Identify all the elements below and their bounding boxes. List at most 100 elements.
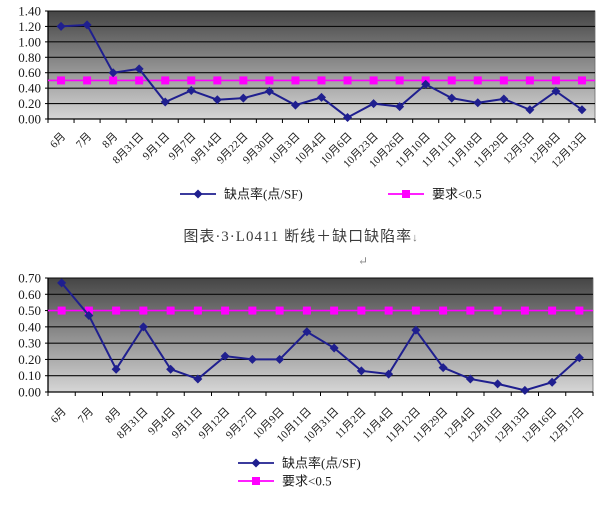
requirement-marker-square — [395, 76, 404, 85]
requirement-marker-square — [525, 76, 534, 85]
data-point-diamond — [82, 20, 92, 30]
legend-square-icon — [252, 477, 260, 485]
data-point-diamond — [186, 85, 196, 95]
data-point-diamond — [421, 79, 431, 89]
y-tick-label: 0.60 — [18, 287, 41, 302]
data-point-diamond — [193, 374, 203, 384]
data-point-diamond — [525, 105, 535, 115]
requirement-marker-square — [187, 76, 196, 85]
data-point-diamond — [56, 21, 66, 31]
legend-item-defect-rate: 缺点率(点/SF) — [238, 456, 361, 471]
requirement-marker-square — [248, 306, 257, 315]
y-tick-label: 0.30 — [18, 336, 41, 351]
requirement-marker-square — [384, 306, 393, 315]
data-point-diamond — [438, 363, 448, 373]
requirement-marker-square — [439, 306, 448, 315]
data-point-diamond — [384, 369, 394, 379]
legend-label: 缺点率(点/SF) — [282, 456, 361, 471]
data-point-diamond — [160, 97, 170, 107]
requirement-marker-square — [551, 76, 560, 85]
data-point-diamond — [493, 379, 503, 389]
requirement-marker-square — [239, 76, 248, 85]
requirement-marker-square — [84, 306, 93, 315]
requirement-marker-square — [109, 76, 118, 85]
data-point-diamond — [108, 68, 118, 78]
chart-caption-text: 图表·3·L0411 断线＋缺口缺陷率 — [183, 229, 413, 245]
requirement-marker-square — [330, 306, 339, 315]
paragraph-return-mark: ↵ — [357, 254, 369, 268]
requirement-marker-square — [466, 306, 475, 315]
data-point-diamond — [111, 364, 121, 374]
y-tick-label: 0.80 — [18, 50, 41, 65]
requirement-marker-square — [357, 306, 366, 315]
requirement-marker-square — [112, 306, 121, 315]
x-axis-label: 7月 — [74, 131, 94, 151]
data-point-diamond — [84, 310, 94, 320]
y-tick-label: 0.40 — [18, 81, 41, 96]
legend-diamond-icon — [193, 189, 203, 199]
requirement-marker-square — [411, 306, 420, 315]
data-point-diamond — [395, 102, 405, 112]
data-point-diamond — [220, 351, 230, 361]
y-tick-label: 1.20 — [18, 19, 41, 34]
data-point-diamond — [329, 343, 339, 353]
data-point-diamond — [551, 86, 561, 96]
x-axis-label: 8月 — [100, 131, 120, 151]
defect-rate-line — [60, 282, 581, 392]
data-point-diamond — [247, 354, 257, 364]
data-point-diamond — [499, 94, 509, 104]
requirement-marker-square — [265, 76, 274, 85]
requirement-marker-square — [302, 306, 311, 315]
requirement-marker-square — [221, 306, 230, 315]
requirement-marker-square — [57, 306, 66, 315]
data-point-diamond — [238, 93, 248, 103]
x-axis-label: 8月 — [103, 406, 123, 426]
legend-label: 缺点率(点/SF) — [224, 187, 303, 202]
data-point-diamond — [290, 100, 300, 110]
requirement-marker-square — [135, 76, 144, 85]
data-point-diamond — [577, 105, 587, 115]
data-point-diamond — [275, 354, 285, 364]
y-tick-label: 0.50 — [18, 303, 41, 318]
requirement-marker-square — [343, 76, 352, 85]
data-point-diamond — [465, 374, 475, 384]
requirement-marker-square — [213, 76, 222, 85]
x-axis-label: 7月 — [76, 406, 96, 426]
legend-diamond-icon — [251, 458, 261, 468]
y-tick-label: 0.00 — [18, 112, 41, 127]
requirement-marker-square — [161, 76, 170, 85]
requirement-marker-square — [139, 306, 148, 315]
legend-label: 要求<0.5 — [432, 187, 482, 202]
legend-item-requirement: 要求<0.5 — [238, 474, 332, 489]
data-point-diamond — [369, 99, 379, 109]
y-tick-label: 0.40 — [18, 319, 41, 334]
y-tick-label: 0.60 — [18, 65, 41, 80]
data-point-diamond — [138, 322, 148, 332]
data-point-diamond — [317, 92, 326, 102]
y-tick-label: 0.10 — [18, 368, 41, 383]
y-tick-label: 0.20 — [18, 352, 41, 367]
requirement-marker-square — [291, 76, 300, 85]
y-tick-label: 0.20 — [18, 96, 41, 111]
data-point-diamond — [473, 98, 483, 108]
y-tick-label: 0.00 — [18, 385, 41, 400]
plot-area — [47, 277, 594, 393]
requirement-marker-square — [275, 306, 284, 315]
data-point-diamond — [520, 385, 530, 395]
data-point-diamond — [356, 366, 366, 376]
requirement-marker-square — [57, 76, 66, 85]
data-point-diamond — [302, 327, 312, 337]
requirement-marker-square — [473, 76, 482, 85]
requirement-marker-square — [83, 76, 92, 85]
requirement-marker-square — [499, 76, 508, 85]
y-tick-label: 1.00 — [18, 34, 41, 49]
requirement-marker-square — [548, 306, 557, 315]
y-tick-label: 0.70 — [18, 271, 41, 286]
data-point-diamond — [166, 364, 176, 374]
defect-rate-chart-bottom: 0.700.600.500.40 0.300.200.10 0.00 6月 7月 8月8月… — [18, 271, 594, 489]
legend-item-defect-rate: 缺点率(点/SF) — [180, 187, 303, 202]
requirement-marker-square — [317, 76, 326, 85]
data-point-diamond — [574, 353, 584, 363]
data-point-diamond — [447, 93, 457, 103]
